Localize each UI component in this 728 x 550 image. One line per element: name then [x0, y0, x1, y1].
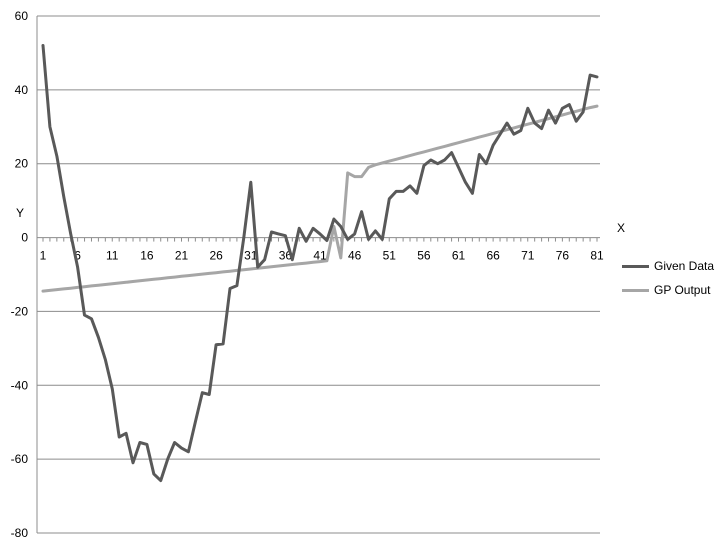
x-tick-label: 46 [348, 249, 362, 263]
legend-swatch-given-data [622, 264, 649, 268]
legend-label-given-data: Given Data [654, 259, 715, 273]
x-axis-label: X [617, 221, 625, 235]
x-tick-label: 11 [106, 249, 119, 263]
y-tick-label: -80 [11, 526, 29, 540]
y-tick-label: 60 [15, 9, 29, 23]
series-line-given-data [41, 44, 599, 483]
x-tick-label: 76 [556, 249, 570, 263]
x-tick-label: 66 [486, 249, 500, 263]
x-tick-label: 26 [209, 249, 223, 263]
x-tick-label: 51 [383, 249, 397, 263]
y-tick-label: -60 [11, 452, 29, 466]
x-tick-labels: 1 6 11 16 21 26 31 36 41 46 51 56 61 66 71 76 81 [40, 249, 604, 263]
x-tick-label: 31 [244, 249, 258, 263]
x-tick-label: 56 [417, 249, 431, 263]
x-tick-label: 41 [313, 249, 327, 263]
y-tick-labels: 60 40 20 0 -20 -40 -60 -80 [11, 9, 29, 540]
axes [36, 16, 600, 533]
series-line-gp-output [41, 104, 599, 293]
y-tick-label: -40 [11, 378, 29, 392]
legend-item-gp-output: GP Output [622, 278, 714, 302]
x-tick-label: 61 [452, 249, 466, 263]
x-tick-label: 6 [74, 249, 81, 263]
x-tick-label: 71 [521, 249, 535, 263]
y-tick-label: 0 [21, 231, 28, 245]
legend-swatch-gp-output [622, 288, 649, 292]
series-lines [41, 44, 599, 483]
y-tick-label: 20 [15, 157, 29, 171]
y-tick-label: 40 [15, 83, 29, 97]
x-tick-label: 81 [590, 249, 604, 263]
gridlines [37, 15, 600, 534]
x-tick-label: 1 [40, 249, 47, 263]
legend-item-given-data: Given Data [622, 254, 714, 278]
y-axis-label: Y [16, 206, 24, 220]
x-tick-label: 21 [175, 249, 189, 263]
x-tick-label: 16 [140, 249, 154, 263]
legend-label-gp-output: GP Output [654, 283, 711, 297]
y-tick-label: -20 [11, 304, 29, 318]
legend: Given Data GP Output [622, 254, 714, 302]
